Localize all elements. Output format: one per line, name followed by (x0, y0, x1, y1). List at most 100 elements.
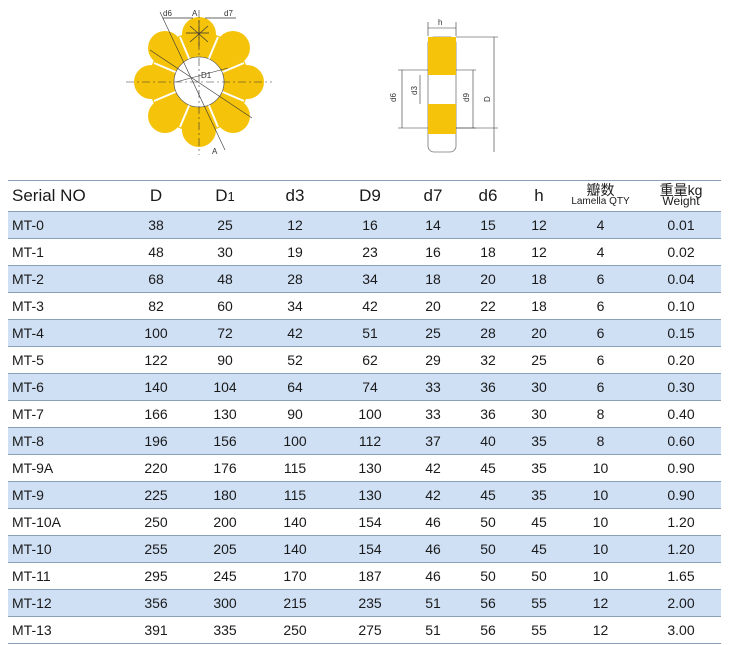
cell-d6: 20 (458, 265, 518, 293)
cell-lamella-qty: 6 (560, 373, 641, 401)
cell-lamella-qty: 10 (560, 562, 641, 590)
cell-D9: 34 (332, 265, 408, 293)
table-row: MT-10A 250 200 140 154 46 50 45 10 1.20 (8, 508, 721, 536)
cell-d7: 37 (408, 427, 458, 455)
cell-weight: 0.60 (641, 427, 721, 455)
cell-h: 30 (518, 400, 560, 428)
cell-d6: 50 (458, 562, 518, 590)
cell-d3: 28 (258, 265, 332, 293)
cell-D: 82 (120, 292, 192, 320)
header-serial-no: Serial NO (8, 180, 120, 212)
cell-D9: 154 (332, 535, 408, 563)
cell-d3: 34 (258, 292, 332, 320)
header-lamella-en: Lamella QTY (571, 196, 630, 207)
cell-D9: 74 (332, 373, 408, 401)
cell-D: 100 (120, 319, 192, 347)
cell-d6: 45 (458, 481, 518, 509)
cell-weight: 0.90 (641, 454, 721, 482)
cell-d6: 18 (458, 238, 518, 266)
header-D1: D1 (192, 180, 258, 212)
cell-D1: 72 (192, 319, 258, 347)
cell-D1: 48 (192, 265, 258, 293)
cell-D1: 30 (192, 238, 258, 266)
cell-h: 25 (518, 346, 560, 374)
cell-weight: 0.40 (641, 400, 721, 428)
cell-serial-no: MT-10A (8, 508, 120, 536)
cell-serial-no: MT-0 (8, 211, 120, 239)
cell-D: 295 (120, 562, 192, 590)
technical-drawings: d6 d7 D1 A A h d6 d3 d9 D (126, 9, 498, 156)
cell-D: 225 (120, 481, 192, 509)
cell-d3: 215 (258, 589, 332, 617)
cell-d7: 25 (408, 319, 458, 347)
cell-lamella-qty: 10 (560, 508, 641, 536)
cell-lamella-qty: 4 (560, 238, 641, 266)
cell-weight: 1.65 (641, 562, 721, 590)
label-d9: d9 (462, 93, 471, 102)
cell-D1: 104 (192, 373, 258, 401)
cell-d7: 46 (408, 508, 458, 536)
cell-lamella-qty: 8 (560, 400, 641, 428)
header-lamella-qty: 瓣数 Lamella QTY (560, 180, 641, 212)
cell-serial-no: MT-2 (8, 265, 120, 293)
cell-d7: 14 (408, 211, 458, 239)
cell-D9: 23 (332, 238, 408, 266)
cell-serial-no: MT-13 (8, 616, 120, 644)
cell-D9: 275 (332, 616, 408, 644)
cell-h: 45 (518, 535, 560, 563)
cell-serial-no: MT-7 (8, 400, 120, 428)
table-row: MT-10 255 205 140 154 46 50 45 10 1.20 (8, 535, 721, 563)
cell-h: 35 (518, 427, 560, 455)
cell-D9: 51 (332, 319, 408, 347)
cell-weight: 0.15 (641, 319, 721, 347)
header-d3: d3 (258, 180, 332, 212)
cell-serial-no: MT-4 (8, 319, 120, 347)
header-weight-cn: 重量kg (659, 182, 703, 198)
cell-D9: 112 (332, 427, 408, 455)
header-d7: d7 (408, 180, 458, 212)
cell-d7: 51 (408, 589, 458, 617)
cell-h: 35 (518, 481, 560, 509)
cell-lamella-qty: 6 (560, 319, 641, 347)
table-row: MT-7 166 130 90 100 33 36 30 8 0.40 (8, 400, 721, 428)
cell-serial-no: MT-8 (8, 427, 120, 455)
cell-D: 122 (120, 346, 192, 374)
header-h: h (518, 180, 560, 212)
cell-d6: 56 (458, 616, 518, 644)
cell-d7: 51 (408, 616, 458, 644)
cell-d7: 33 (408, 400, 458, 428)
table-row: MT-12 356 300 215 235 51 56 55 12 2.00 (8, 589, 721, 617)
table-row: MT-8 196 156 100 112 37 40 35 8 0.60 (8, 427, 721, 455)
cell-serial-no: MT-9 (8, 481, 120, 509)
cell-h: 55 (518, 589, 560, 617)
label-d3: d3 (410, 86, 419, 95)
header-D1-main: D (215, 186, 228, 205)
cell-weight: 1.20 (641, 535, 721, 563)
cell-weight: 0.90 (641, 481, 721, 509)
label-side-d6: d6 (389, 93, 398, 102)
cell-D1: 300 (192, 589, 258, 617)
header-D9: D9 (332, 180, 408, 212)
cell-h: 12 (518, 238, 560, 266)
cell-D1: 176 (192, 454, 258, 482)
cell-d3: 90 (258, 400, 332, 428)
header-weight-en: Weight (662, 194, 700, 208)
cell-lamella-qty: 6 (560, 265, 641, 293)
cell-D: 196 (120, 427, 192, 455)
table-row: MT-13 391 335 250 275 51 56 55 12 3.00 (8, 616, 721, 644)
cell-d6: 50 (458, 508, 518, 536)
cell-h: 35 (518, 454, 560, 482)
table-row: MT-2 68 48 28 34 18 20 18 6 0.04 (8, 265, 721, 293)
cell-lamella-qty: 10 (560, 481, 641, 509)
cell-d3: 12 (258, 211, 332, 239)
table-row: MT-3 82 60 34 42 20 22 18 6 0.10 (8, 292, 721, 320)
cell-d6: 22 (458, 292, 518, 320)
cell-h: 20 (518, 319, 560, 347)
cell-D1: 200 (192, 508, 258, 536)
section-top-band (428, 37, 456, 75)
cell-D1: 245 (192, 562, 258, 590)
cell-d6: 28 (458, 319, 518, 347)
cell-d6: 45 (458, 454, 518, 482)
cell-weight: 1.20 (641, 508, 721, 536)
cell-D1: 90 (192, 346, 258, 374)
